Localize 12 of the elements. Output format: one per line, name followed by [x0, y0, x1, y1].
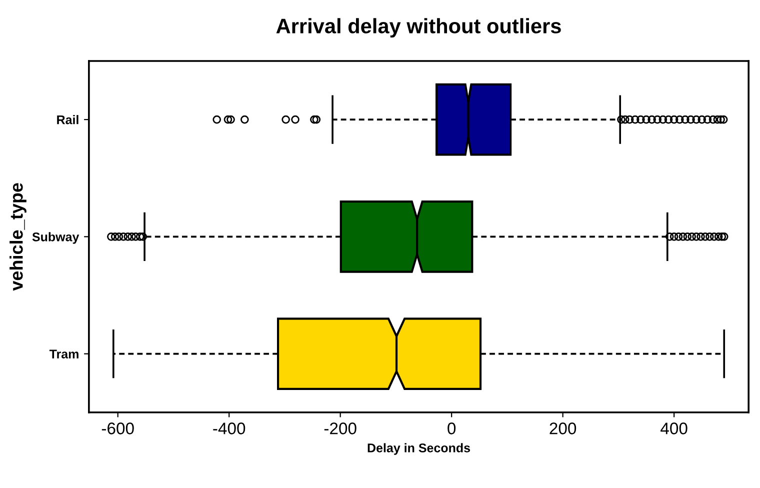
x-tick-label: -600 — [102, 422, 134, 434]
chart-title: Arrival delay without outliers — [276, 18, 561, 38]
x-tick-label: 400 — [660, 422, 688, 434]
x-tick-label: 200 — [550, 422, 576, 434]
x-tick-label: 0 — [448, 422, 456, 434]
y-tick-label: Rail — [57, 115, 78, 124]
y-tick-label: Tram — [49, 350, 78, 358]
x-axis-title: Delay in Seconds — [368, 443, 470, 455]
x-tick-label: -200 — [324, 422, 356, 434]
x-tick-label: -400 — [213, 422, 246, 434]
y-axis-title: vehicle_type — [10, 183, 26, 291]
y-tick-label: Subway — [32, 232, 80, 244]
